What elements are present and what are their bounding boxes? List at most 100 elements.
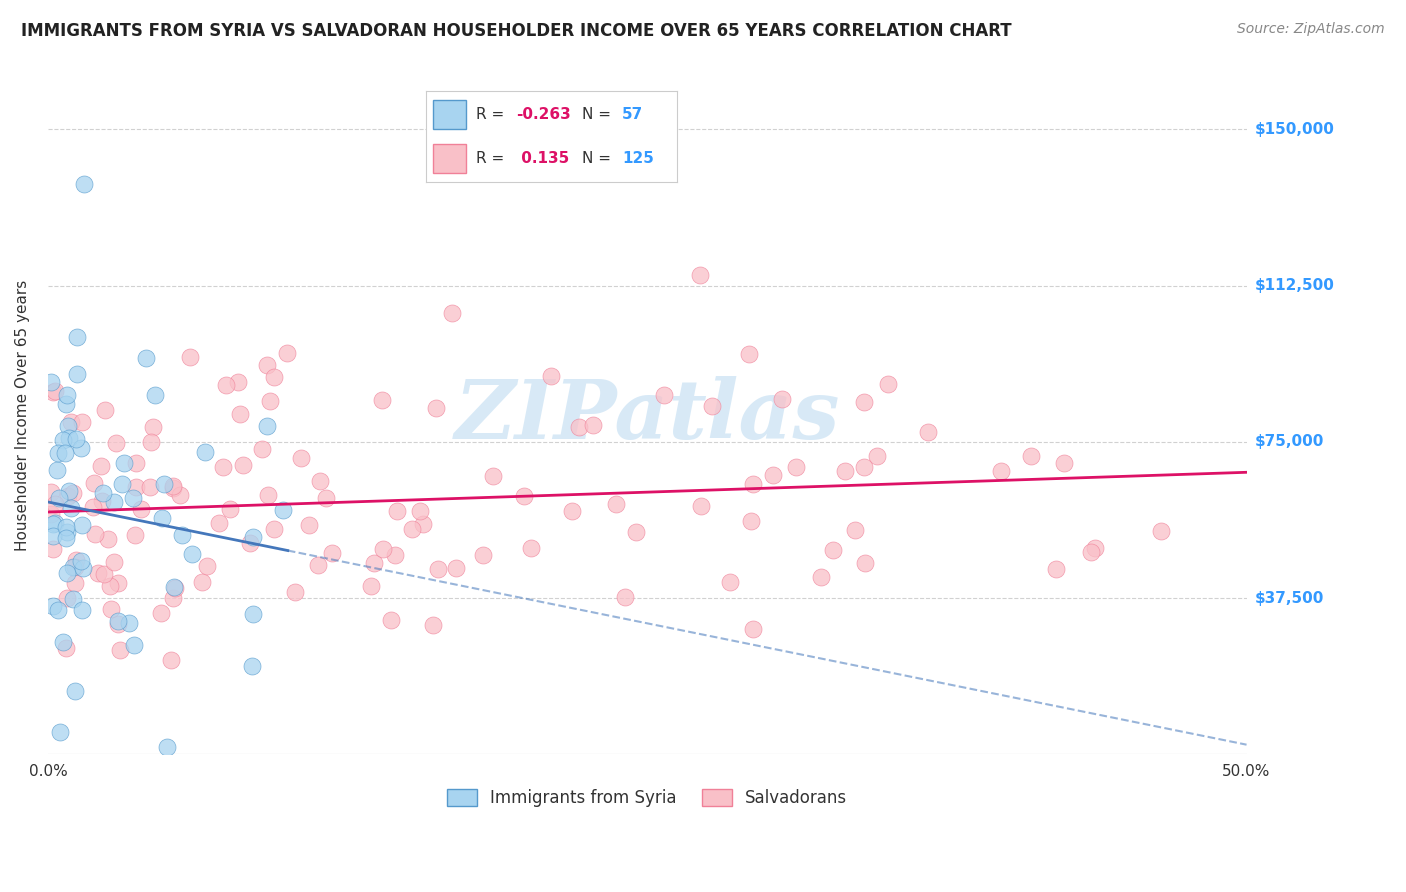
Point bbox=[853, 450, 876, 465]
Point bbox=[103, 486, 125, 500]
Point bbox=[215, 521, 238, 535]
Point bbox=[363, 578, 385, 592]
Point bbox=[242, 414, 264, 428]
Point bbox=[652, 396, 675, 410]
Point bbox=[83, 554, 105, 568]
Point bbox=[59, 321, 82, 335]
Point bbox=[56, 597, 79, 611]
Point bbox=[124, 624, 146, 638]
Point bbox=[107, 411, 129, 425]
Point bbox=[98, 488, 121, 502]
Point bbox=[70, 687, 93, 701]
Point bbox=[834, 378, 856, 392]
Point bbox=[156, 497, 179, 511]
Point bbox=[1080, 535, 1102, 549]
Point bbox=[226, 489, 249, 503]
Point bbox=[401, 491, 423, 505]
Point bbox=[39, 478, 62, 492]
Point bbox=[741, 388, 763, 402]
Point bbox=[53, 483, 76, 497]
Point bbox=[65, 558, 87, 573]
Point bbox=[55, 606, 77, 620]
Point bbox=[263, 381, 285, 395]
Point bbox=[170, 565, 193, 579]
Point bbox=[315, 486, 337, 500]
Point bbox=[105, 437, 128, 451]
Point bbox=[298, 592, 321, 607]
Point bbox=[41, 554, 63, 568]
Point bbox=[770, 326, 793, 340]
Point bbox=[626, 553, 648, 567]
Point bbox=[259, 522, 281, 536]
Point bbox=[866, 491, 889, 506]
Point bbox=[1019, 480, 1042, 494]
Text: $112,500: $112,500 bbox=[1256, 278, 1334, 293]
Point bbox=[138, 438, 160, 452]
Point bbox=[125, 401, 148, 416]
Point bbox=[124, 425, 146, 439]
Point bbox=[39, 461, 62, 475]
Point bbox=[72, 478, 94, 492]
Text: $37,500: $37,500 bbox=[1256, 591, 1324, 606]
Point bbox=[917, 331, 939, 345]
Point bbox=[290, 475, 312, 489]
Point bbox=[1053, 419, 1076, 434]
Point bbox=[97, 415, 120, 429]
Point bbox=[121, 630, 143, 644]
Point bbox=[142, 615, 165, 630]
Point bbox=[153, 629, 176, 643]
Point bbox=[387, 472, 409, 486]
Point bbox=[308, 392, 330, 406]
Point bbox=[41, 450, 63, 465]
Point bbox=[135, 449, 157, 463]
Point bbox=[56, 438, 79, 452]
Point bbox=[65, 534, 87, 549]
Point bbox=[129, 588, 152, 602]
Point bbox=[162, 454, 184, 468]
Point bbox=[689, 268, 711, 283]
Point bbox=[471, 397, 494, 411]
Text: $75,000: $75,000 bbox=[1256, 434, 1324, 450]
Point bbox=[162, 374, 184, 388]
Point bbox=[256, 442, 278, 456]
Point bbox=[444, 368, 467, 382]
Point bbox=[162, 482, 184, 496]
Point bbox=[371, 544, 394, 558]
Point bbox=[56, 637, 79, 651]
Point bbox=[93, 500, 115, 515]
Point bbox=[197, 549, 219, 564]
Point bbox=[568, 472, 591, 486]
Point bbox=[212, 561, 235, 575]
Point bbox=[240, 398, 263, 412]
Point bbox=[738, 457, 761, 471]
Point bbox=[82, 566, 104, 581]
Point bbox=[718, 466, 741, 480]
Point bbox=[425, 545, 447, 559]
Point bbox=[1084, 465, 1107, 479]
Point bbox=[65, 384, 87, 399]
Point bbox=[371, 591, 394, 605]
Point bbox=[56, 534, 79, 549]
Point bbox=[48, 491, 70, 505]
Point bbox=[70, 599, 93, 614]
Point bbox=[107, 631, 129, 645]
Point bbox=[263, 573, 285, 587]
Point bbox=[63, 527, 86, 541]
Legend: Immigrants from Syria, Salvadorans: Immigrants from Syria, Salvadorans bbox=[440, 782, 853, 814]
Point bbox=[613, 394, 636, 409]
Point bbox=[39, 483, 62, 498]
Point bbox=[181, 636, 204, 650]
Point bbox=[605, 459, 627, 474]
Point bbox=[384, 599, 406, 614]
Text: ZIPatlas: ZIPatlas bbox=[454, 376, 839, 456]
Point bbox=[42, 428, 65, 442]
Point bbox=[42, 578, 65, 592]
Point bbox=[852, 392, 875, 407]
Point bbox=[150, 565, 173, 579]
Point bbox=[70, 442, 93, 456]
Point bbox=[49, 378, 72, 392]
Point bbox=[62, 451, 84, 466]
Point bbox=[256, 440, 278, 454]
Point bbox=[194, 602, 217, 616]
Point bbox=[84, 560, 107, 574]
